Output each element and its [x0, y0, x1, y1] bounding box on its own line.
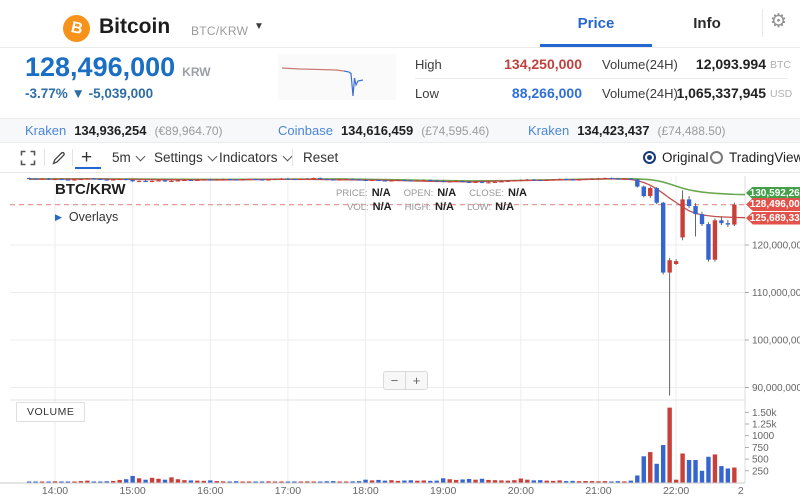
svg-text:22:00: 22:00	[663, 485, 689, 497]
toolbar-divider	[44, 149, 45, 166]
bitcoin-logo-icon: B	[63, 15, 90, 42]
svg-text:1000: 1000	[752, 431, 775, 442]
market-fiat: (€89,964.70)	[154, 123, 223, 138]
markets-bar: Kraken 134,936,254 (€89,964.70) Coinbase…	[0, 118, 800, 143]
toolbar-divider	[72, 149, 73, 166]
radio-selected-icon	[643, 151, 656, 164]
current-price: 128,496,000	[25, 52, 176, 82]
draw-tool-icon[interactable]	[51, 143, 67, 172]
zoom-out-button[interactable]: −	[384, 372, 406, 389]
market-item: Kraken 134,936,254 (€89,964.70)	[25, 119, 223, 142]
volume-btc-value: 12,093.994	[695, 56, 766, 72]
volume-usd-value: 1,065,337,945	[676, 85, 766, 101]
exchange-link[interactable]: Kraken	[528, 123, 570, 138]
radio-unselected-icon	[710, 151, 723, 164]
active-tab-underline	[540, 44, 652, 47]
market-price: 134,936,254	[74, 123, 147, 138]
chart-toolbar: + 5m Settings Indicators Reset Original …	[0, 143, 800, 173]
volume-btc-label: Volume(24H)	[602, 57, 678, 72]
svg-text:15:00: 15:00	[119, 485, 145, 497]
active-tool-underline	[75, 167, 101, 169]
header-border	[0, 47, 800, 48]
svg-text:750: 750	[752, 443, 769, 454]
settings-dropdown[interactable]: Settings	[154, 143, 218, 172]
tab-price[interactable]: Price	[577, 14, 615, 32]
svg-text:1.25k: 1.25k	[752, 420, 777, 431]
toolbar-divider	[292, 149, 293, 166]
market-price: 134,616,459	[340, 123, 414, 138]
svg-text:19:00: 19:00	[430, 485, 456, 497]
header-divider	[762, 9, 763, 37]
svg-text:21:00: 21:00	[585, 485, 611, 497]
volume-pane-label: VOLUME	[16, 402, 86, 422]
indicators-dropdown[interactable]: Indicators	[219, 143, 292, 172]
exchange-link[interactable]: Kraken	[25, 123, 67, 138]
price-currency: KRW	[182, 65, 211, 79]
volume-bars	[26, 407, 737, 483]
stats-separator	[415, 78, 788, 79]
radio-original[interactable]: Original	[643, 143, 709, 172]
svg-text:90,000,000: 90,000,000	[752, 383, 800, 394]
low-label: Low	[415, 86, 439, 101]
exchange-link[interactable]: Coinbase	[278, 123, 333, 138]
svg-text:20:00: 20:00	[508, 485, 534, 497]
svg-text:110,000,000: 110,000,000	[752, 288, 800, 299]
coin-pair: BTC/KRW	[191, 24, 249, 38]
overlays-toggle[interactable]: ▶ Overlays	[55, 210, 119, 224]
svg-text:120,000,000: 120,000,000	[752, 241, 800, 252]
svg-text:2: 2	[738, 485, 744, 497]
market-fiat: (£74,488.50)	[657, 123, 726, 138]
svg-text:16:00: 16:00	[197, 485, 223, 497]
chart-zoom-control: − +	[383, 371, 428, 390]
price-badge-ma-high: 130,592,260	[746, 186, 800, 200]
reset-button[interactable]: Reset	[303, 150, 339, 165]
mini-sparkline	[278, 54, 396, 100]
pane-borders	[0, 172, 800, 484]
price-badge-ma-low: 125,689,333	[746, 211, 800, 225]
high-label: High	[415, 57, 442, 72]
volume-usd-label: Volume(24H)	[602, 86, 678, 101]
radio-tradingview[interactable]: TradingView	[710, 143, 800, 172]
triangle-right-icon: ▶	[55, 211, 62, 222]
market-fiat: (£74,595.46)	[421, 123, 490, 138]
market-item: Coinbase 134,616,459 (£74,595.46)	[278, 119, 489, 142]
svg-text:1.50k: 1.50k	[752, 408, 777, 419]
chart-legend-vol: VOL: N/A HIGH: N/A LOW: N/A	[347, 201, 515, 213]
tab-info[interactable]: Info	[693, 14, 721, 32]
gear-icon[interactable]: ⚙	[770, 11, 788, 32]
fullscreen-icon[interactable]	[20, 143, 36, 172]
btc-unit: BTC	[770, 59, 791, 71]
coin-name: Bitcoin	[99, 15, 171, 38]
candles	[26, 177, 737, 396]
axis-labels: 120,000,000 110,000,000 100,000,000 90,000,…	[42, 241, 800, 498]
svg-text:500: 500	[752, 455, 769, 466]
interval-dropdown[interactable]: 5m	[112, 143, 146, 172]
svg-text:17:00: 17:00	[275, 485, 301, 497]
market-item: Kraken 134,423,437 (£74,488.50)	[528, 119, 726, 142]
high-value: 134,250,000	[504, 56, 582, 72]
svg-text:250: 250	[752, 466, 769, 477]
price-change: -3.77% ▼ -5,039,000	[25, 86, 154, 101]
zoom-in-button[interactable]: +	[412, 373, 421, 388]
price-badge-current: 128,496,000	[746, 198, 800, 211]
market-price: 134,423,437	[577, 123, 650, 138]
usd-unit: USD	[770, 88, 793, 100]
svg-text:100,000,000: 100,000,000	[752, 336, 800, 347]
low-value: 88,266,000	[511, 85, 582, 101]
chart-pair-label: BTC/KRW	[55, 181, 126, 198]
svg-text:14:00: 14:00	[42, 485, 68, 497]
chart-legend-ohlc: PRICE: N/A OPEN: N/A CLOSE: N/A	[336, 187, 527, 199]
add-tool-button[interactable]: +	[81, 146, 93, 168]
coin-dropdown-icon[interactable]: ▼	[254, 21, 264, 32]
svg-text:18:00: 18:00	[352, 485, 378, 497]
current-price-row: 128,496,000 KRW	[25, 52, 211, 83]
gridlines	[10, 176, 745, 483]
